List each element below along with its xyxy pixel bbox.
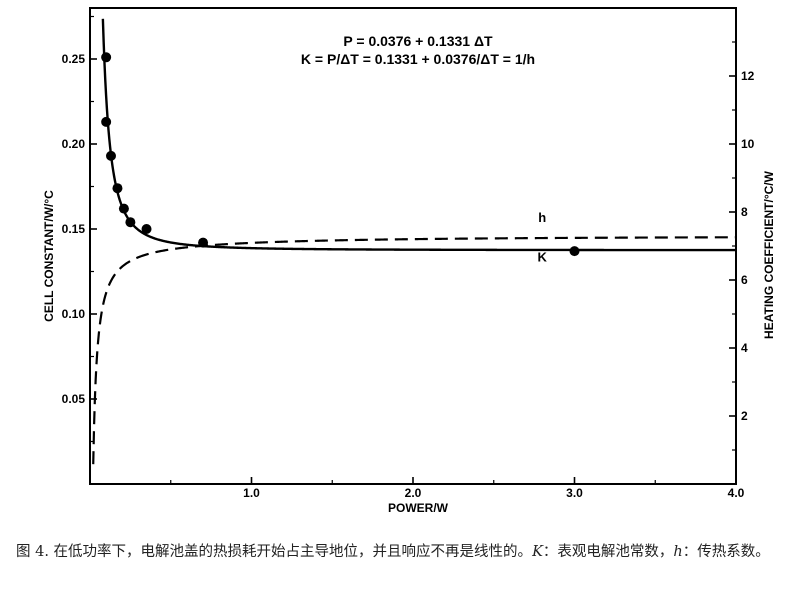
k-data-point (569, 246, 580, 257)
caption-prefix: 图 4. 在低功率下，电解池盖的热损耗开始占主导地位，并且响应不再是线性的。 (16, 544, 533, 560)
k-data-point (101, 116, 112, 127)
x-tick-label: 1.0 (243, 486, 260, 500)
k-data-point (101, 52, 112, 63)
y-left-tick-label: 0.20 (62, 137, 86, 151)
x-axis-title: POWER/W (388, 501, 449, 515)
caption-k-desc: ：表观电解池常数， (542, 544, 674, 560)
axis-tick-labels: 1.0 2.0 3.0 4.0 0.05 0.10 0.15 0.20 0.25 2 4 6 8 10 12 (62, 52, 755, 500)
k-data-point (105, 150, 116, 161)
k-data-points (101, 52, 580, 257)
y-right-tick-label: 4 (741, 341, 748, 355)
y-left-tick-label: 0.15 (62, 222, 86, 236)
k-data-point (118, 203, 129, 214)
k-data-point (112, 183, 123, 194)
right-axis-title: HEATING COEFFICIENT/°C/W (762, 170, 776, 339)
k-data-point (198, 237, 209, 248)
equation-line-2: K = P/ΔT = 0.1331 + 0.0376/ΔT = 1/h (301, 51, 535, 67)
k-curve-line (101, 18, 736, 252)
y-right-tick-label: 2 (741, 409, 748, 423)
y-left-tick-label: 0.25 (62, 52, 86, 66)
y-right-tick-label: 10 (741, 137, 755, 151)
h-curve-label: h (538, 210, 546, 225)
chart-svg: 1.0 2.0 3.0 4.0 0.05 0.10 0.15 0.20 0.25 2 4 6 8 10 12… (42, 7, 776, 515)
equation-line-1: P = 0.0376 + 0.1331 ΔT (343, 33, 493, 49)
caption-h-desc: ：传热系数。 (682, 544, 770, 560)
k-data-point (141, 224, 152, 234)
h-curve-line (92, 236, 736, 465)
caption-k-symbol: K (532, 544, 543, 560)
left-axis-title: CELL CONSTANT/W/°C (42, 190, 56, 322)
caption-h-symbol: h (673, 544, 683, 560)
x-tick-label: 4.0 (728, 486, 745, 500)
x-tick-label: 3.0 (566, 486, 583, 500)
figure-caption: 图 4. 在低功率下，电解池盖的热损耗开始占主导地位，并且响应不再是线性的。K：… (16, 540, 786, 564)
plot-frame (89, 7, 737, 485)
k-curve-label: K (538, 249, 548, 264)
y-left-tick-label: 0.10 (62, 307, 86, 321)
y-right-tick-label: 12 (741, 69, 755, 83)
y-left-tick-label: 0.05 (62, 392, 86, 406)
y-right-tick-label: 8 (741, 205, 748, 219)
x-tick-label: 2.0 (405, 486, 422, 500)
y-right-tick-label: 6 (741, 273, 748, 287)
k-data-point (125, 217, 136, 228)
